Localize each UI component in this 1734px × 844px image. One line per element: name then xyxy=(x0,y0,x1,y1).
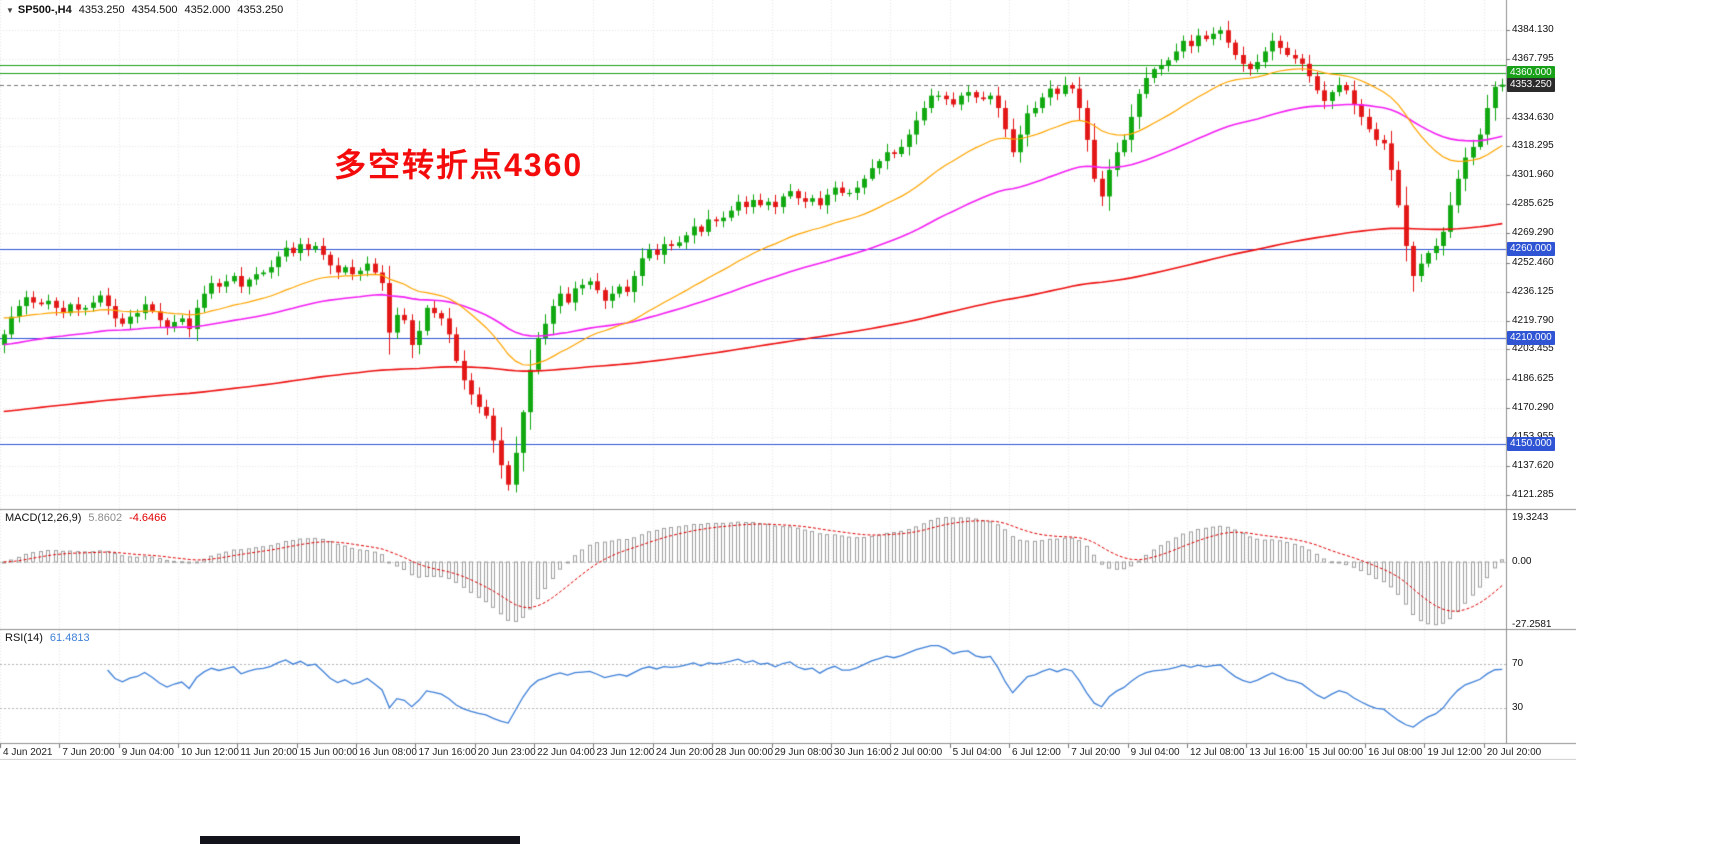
price-tick-label: 4203.455 xyxy=(1512,343,1554,355)
price-chart-canvas[interactable] xyxy=(0,0,1576,760)
price-tick-label: 4219.790 xyxy=(1512,314,1554,326)
price-tick-label: 4269.290 xyxy=(1512,227,1554,239)
time-tick-label: 7 Jul 20:00 xyxy=(1071,747,1121,758)
time-tick-label: 28 Jun 00:00 xyxy=(715,747,774,758)
price-tick-label: 4121.285 xyxy=(1512,488,1554,500)
price-tick-label: 4252.460 xyxy=(1512,256,1554,268)
time-tick-label: 11 Jun 20:00 xyxy=(240,747,298,758)
price-tick-label: 4318.295 xyxy=(1512,140,1554,152)
time-tick-label: 15 Jul 00:00 xyxy=(1308,747,1364,758)
price-tick-label: 4384.130 xyxy=(1512,24,1554,35)
hline-price-flag: 4260.000 xyxy=(1507,242,1555,257)
price-tick-label: 4334.630 xyxy=(1512,111,1554,123)
price-tick-label: 4186.625 xyxy=(1512,373,1554,385)
time-tick-label: 13 Jul 16:00 xyxy=(1249,747,1304,758)
hline-price-flag: 4150.000 xyxy=(1507,436,1555,451)
time-tick-label: 17 Jun 16:00 xyxy=(418,747,477,758)
time-tick-label: 23 Jun 12:00 xyxy=(596,747,655,758)
time-tick-label: 16 Jul 08:00 xyxy=(1368,747,1423,758)
time-tick-label: 10 Jun 12:00 xyxy=(181,747,239,758)
price-tick-label: 4153.955 xyxy=(1512,430,1554,442)
time-tick-label: 20 Jun 23:00 xyxy=(477,747,536,758)
time-tick-label: 22 Jun 04:00 xyxy=(537,747,595,758)
time-tick-label: 5 Jul 04:00 xyxy=(952,747,1002,758)
hline-price-flag: 4360.000 xyxy=(1507,65,1555,80)
price-tick-label: 4137.620 xyxy=(1512,459,1554,471)
price-tick-label: 4367.795 xyxy=(1512,52,1554,64)
time-tick-label: 9 Jul 04:00 xyxy=(1130,747,1180,758)
macd-scale-label: 0.00 xyxy=(1512,556,1532,567)
time-tick-label: 4 Jun 2021 xyxy=(3,747,53,758)
time-tick-label: 29 Jun 08:00 xyxy=(774,747,833,758)
time-tick-label: 6 Jul 12:00 xyxy=(1011,747,1061,758)
time-scale[interactable]: 4 Jun 2021 7 Jun 20:00 9 Jun 04:00 10 Jun 1… xyxy=(0,744,1576,760)
time-tick-label: 2 Jul 00:00 xyxy=(893,747,943,758)
time-tick-label: 9 Jun 04:00 xyxy=(121,747,174,758)
rsi-scale-label: 30 xyxy=(1512,702,1524,714)
time-tick-label: 16 Jun 08:00 xyxy=(359,747,417,758)
time-tick-label: 7 Jun 20:00 xyxy=(62,747,115,758)
price-scale[interactable]: 4384.130 4367.795 4334.630 4318.295 4301.960… xyxy=(1506,0,1576,743)
time-tick-label: 19 Jul 12:00 xyxy=(1427,747,1482,758)
macd-scale-label: -27.2581 xyxy=(1512,618,1552,630)
time-tick-label: 24 Jun 20:00 xyxy=(655,747,714,758)
time-tick-label: 12 Jul 08:00 xyxy=(1189,747,1245,758)
current-price-flag: 4353.250 xyxy=(1507,77,1555,92)
price-tick-label: 4170.290 xyxy=(1512,402,1554,414)
hline-price-flag: 4210.000 xyxy=(1507,330,1555,345)
rsi-scale-label: 70 xyxy=(1512,657,1524,669)
time-tick-label: 15 Jun 00:00 xyxy=(299,747,358,758)
price-tick-label: 4236.125 xyxy=(1512,285,1554,297)
price-tick-label: 4301.960 xyxy=(1512,169,1554,181)
time-tick-label: 30 Jun 16:00 xyxy=(833,747,892,758)
time-tick-label: 20 Jul 20:00 xyxy=(1486,747,1542,758)
macd-scale-label: 19.3243 xyxy=(1512,511,1549,523)
price-tick-label: 4285.625 xyxy=(1512,198,1554,210)
taskbar-sliver xyxy=(200,836,520,844)
